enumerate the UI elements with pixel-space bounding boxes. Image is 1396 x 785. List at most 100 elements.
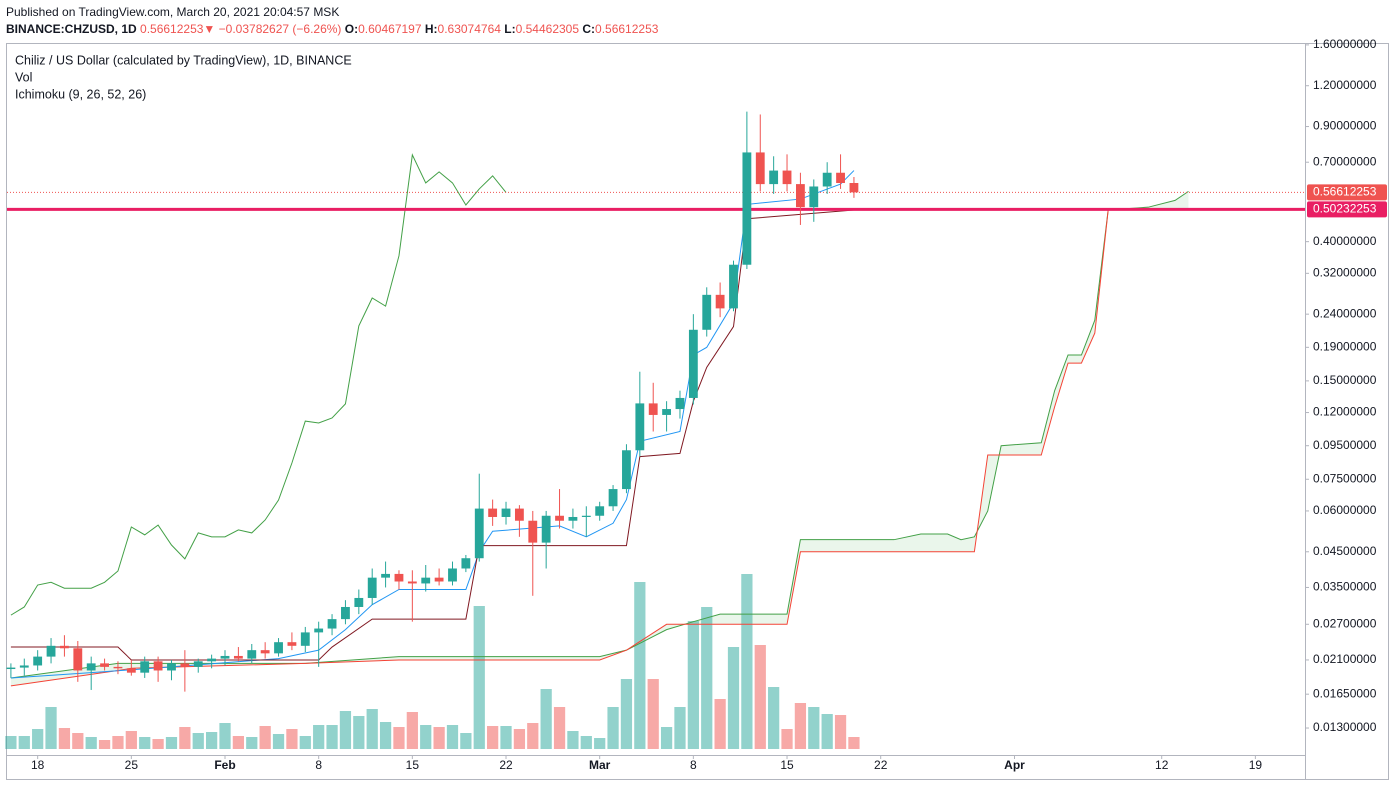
volume-bar: [714, 699, 726, 749]
x-tick-label: 15: [780, 758, 794, 772]
candle-body: [19, 665, 29, 668]
volume-bar: [219, 723, 231, 749]
header-published: Published on TradingView.com, March 20, …: [6, 5, 339, 19]
y-tick-label: 0.32000000: [1313, 266, 1377, 280]
candle-body: [100, 663, 109, 667]
candle-body: [86, 663, 96, 671]
volume-bar: [727, 647, 740, 749]
volume-bar: [232, 736, 245, 749]
leading-span-a: [10, 190, 1189, 679]
y-tick-label: 1.20000000: [1313, 78, 1377, 92]
x-tick-label: 8: [690, 758, 697, 772]
candle-body: [73, 648, 83, 671]
price-line-label-box: [1307, 201, 1387, 218]
volume-bar: [607, 707, 619, 749]
ohlc-label: H:: [424, 22, 438, 36]
x-tick-label: Mar: [589, 758, 611, 772]
volume-bar: [112, 736, 124, 749]
x-tick-label: 19: [1249, 758, 1263, 772]
volume-bar: [500, 726, 512, 749]
leading-span-b: [10, 209, 1189, 687]
candle-body: [300, 632, 310, 646]
candle-body: [608, 489, 618, 507]
candle-body: [795, 184, 805, 208]
candle-body: [541, 515, 551, 543]
candle-body: [354, 597, 364, 607]
candle-body: [474, 508, 484, 559]
y-tick-label: 0.40000000: [1313, 234, 1377, 248]
volume-bar: [272, 734, 285, 749]
candle-body: [287, 642, 297, 646]
candle-body: [742, 152, 752, 265]
volume-bar: [433, 727, 445, 749]
candle-body: [153, 661, 163, 671]
x-tick-label: Feb: [214, 758, 235, 772]
candle-body: [514, 508, 524, 521]
volume-bar: [339, 711, 352, 749]
candle-body: [247, 650, 257, 659]
x-tick-label: 18: [31, 758, 45, 772]
ohlc-value: 0.60467197: [358, 22, 422, 36]
volume-bar: [473, 606, 485, 749]
volume-bar: [794, 703, 807, 749]
volume-bar: [85, 737, 97, 749]
x-tick-label: 12: [1155, 758, 1169, 772]
x-tick-label: 25: [125, 758, 139, 772]
volume-bar: [674, 707, 686, 749]
volume-bar: [741, 574, 753, 749]
volume-bar: [660, 727, 673, 749]
y-tick-label: 0.01300000: [1313, 720, 1377, 734]
price-line-label: 0.50232253: [1313, 201, 1377, 215]
y-tick-label: 0.90000000: [1313, 119, 1377, 133]
candle-body: [836, 172, 845, 184]
candle-body: [595, 506, 605, 516]
volume-bar: [379, 722, 392, 749]
volume-bar: [580, 736, 592, 749]
volume-bar: [446, 725, 459, 749]
y-tick-label: 0.19000000: [1313, 339, 1377, 353]
volume-bar: [620, 679, 633, 749]
volume-bar: [313, 725, 325, 749]
legend-entry: Chiliz / US Dollar (calculated by Tradin…: [15, 53, 352, 67]
candle-body: [33, 656, 43, 666]
candle-body: [675, 397, 685, 410]
volume-bar: [594, 738, 606, 749]
volume-bar: [139, 737, 151, 749]
change: −0.03782627 (−6.26%): [218, 22, 342, 36]
volume-bar: [460, 733, 472, 749]
candle-body: [702, 294, 712, 330]
candle-body: [488, 508, 498, 517]
volume-bar: [259, 726, 271, 749]
volume-bar: [634, 582, 646, 749]
ohlc-value: 0.63074764: [437, 22, 501, 36]
volume-bar: [513, 729, 526, 749]
candle-body: [180, 663, 190, 667]
candle-body: [367, 577, 377, 598]
volume-bar: [768, 687, 780, 749]
volume-bar: [206, 732, 218, 749]
candle-body: [220, 655, 230, 659]
volume-bar: [420, 725, 432, 749]
ohlc-value: 0.56612253: [595, 22, 659, 36]
y-tick-label: 1.60000000: [1313, 37, 1377, 51]
candle-body: [341, 606, 350, 620]
candle-body: [528, 520, 538, 543]
candle-body: [782, 170, 792, 185]
x-tick-label: Apr: [1004, 758, 1025, 772]
candle-body: [314, 628, 324, 633]
ohlc-label: C:: [582, 22, 596, 36]
x-tick-label: 15: [406, 758, 420, 772]
candle-body: [113, 666, 123, 669]
candle-body: [809, 186, 819, 208]
ohlc-value: 0.54462305: [515, 22, 580, 36]
last-price-label: 0.56612253: [1313, 185, 1377, 199]
y-tick-label: 0.15000000: [1313, 373, 1377, 387]
candle-body: [421, 577, 431, 584]
volume-bar: [18, 736, 30, 749]
volume-bar: [326, 725, 338, 749]
y-tick-label: 0.01650000: [1313, 686, 1377, 700]
y-tick-label: 0.12000000: [1313, 405, 1377, 419]
volume-bar: [299, 736, 311, 749]
candle-body: [635, 403, 645, 451]
